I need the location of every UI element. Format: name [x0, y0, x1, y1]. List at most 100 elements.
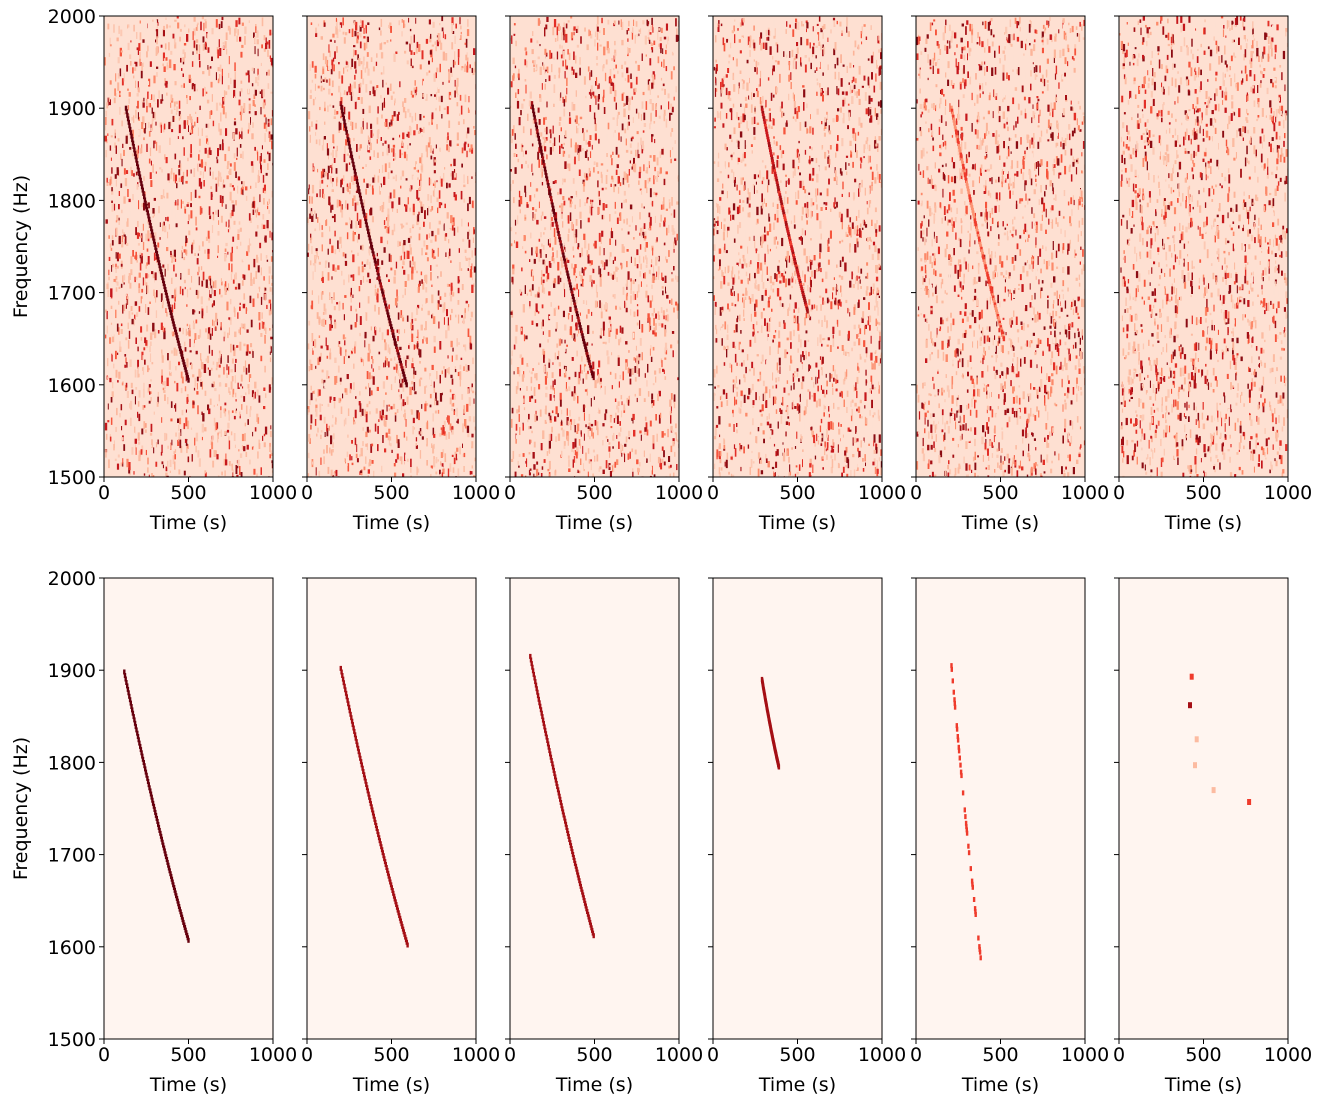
noise-cell: [619, 452, 621, 458]
noise-cell: [473, 411, 476, 416]
noise-cell: [511, 364, 513, 368]
track-cell: [390, 326, 394, 332]
noise-cell: [349, 454, 351, 461]
noise-cell: [250, 272, 252, 281]
noise-cell: [164, 268, 166, 277]
noise-cell: [319, 180, 321, 188]
noise-cell: [365, 411, 368, 414]
noise-cell: [354, 202, 357, 212]
noise-cell: [202, 241, 204, 247]
noise-cell: [408, 17, 410, 23]
noise-cell: [416, 270, 418, 274]
noise-cell: [267, 151, 269, 155]
noise-cell: [109, 243, 112, 248]
noise-cell: [263, 396, 266, 403]
noise-cell: [353, 174, 356, 181]
noise-cell: [307, 452, 310, 459]
noise-cell: [666, 427, 668, 434]
noise-cell: [115, 266, 117, 273]
noise-cell: [237, 382, 240, 389]
noise-cell: [330, 165, 332, 168]
noise-cell: [231, 463, 233, 471]
noise-cell: [365, 258, 367, 262]
noise-cell: [176, 183, 178, 189]
noise-cell: [587, 471, 589, 477]
noise-cell: [386, 389, 388, 396]
noise-cell: [441, 466, 443, 469]
noise-cell: [459, 472, 462, 476]
noise-cell: [121, 120, 123, 127]
noise-cell: [397, 413, 399, 420]
noise-cell: [175, 366, 177, 371]
noise-cell: [376, 139, 378, 144]
noise-cell: [321, 280, 324, 289]
noise-cell: [334, 109, 336, 116]
noise-cell: [399, 225, 402, 230]
noise-cell: [248, 135, 251, 144]
noise-cell: [395, 261, 398, 269]
noise-cell: [652, 325, 654, 334]
noise-cell: [381, 164, 384, 173]
noise-cell: [471, 23, 474, 26]
noise-cell: [166, 65, 169, 70]
noise-cell: [563, 373, 567, 378]
noise-cell: [323, 136, 326, 140]
noise-cell: [215, 422, 218, 431]
noise-cell: [184, 27, 187, 34]
noise-cell: [183, 293, 186, 296]
noise-cell: [665, 286, 667, 294]
noise-cell: [467, 262, 469, 271]
noise-cell: [138, 286, 141, 294]
noise-cell: [149, 112, 151, 117]
noise-cell: [453, 227, 456, 236]
noise-cell: [139, 262, 142, 271]
noise-cell: [166, 377, 169, 387]
noise-cell: [664, 88, 666, 95]
noise-cell: [438, 190, 441, 199]
noise-cell: [310, 89, 312, 94]
noise-cell: [159, 237, 161, 240]
noise-cell: [115, 227, 118, 236]
noise-cell: [220, 326, 222, 331]
noise-cell: [222, 106, 225, 115]
noise-cell: [167, 216, 169, 222]
noise-cell: [165, 466, 168, 472]
track-cell: [178, 343, 181, 349]
noise-cell: [164, 381, 166, 390]
noise-cell: [181, 376, 184, 384]
noise-cell: [605, 204, 608, 208]
noise-cell: [325, 171, 327, 177]
noise-cell: [129, 262, 132, 272]
noise-cell: [156, 290, 158, 298]
noise-cell: [412, 203, 415, 213]
noise-cell: [133, 471, 135, 475]
noise-cell: [268, 309, 271, 316]
track-cell: [355, 179, 359, 184]
noise-cell: [209, 333, 212, 340]
noise-cell: [459, 17, 461, 25]
noise-cell: [157, 330, 160, 334]
noise-cell: [257, 174, 260, 183]
noise-cell: [260, 267, 262, 276]
track-cell: [389, 321, 392, 327]
noise-cell: [369, 387, 371, 397]
noise-cell: [527, 164, 529, 169]
noise-cell: [582, 128, 584, 134]
noise-cell: [226, 165, 228, 175]
noise-cell: [383, 417, 385, 426]
noise-cell: [334, 51, 336, 59]
noise-cell: [360, 425, 362, 435]
noise-cell: [312, 98, 315, 106]
noise-cell: [257, 293, 259, 299]
noise-cell: [219, 74, 221, 82]
noise-cell: [338, 62, 340, 65]
noise-cell: [448, 442, 450, 448]
noise-cell: [326, 59, 329, 67]
noise-cell: [636, 304, 639, 307]
noise-cell: [129, 359, 132, 367]
noise-cell: [358, 233, 360, 240]
noise-cell: [254, 46, 256, 55]
noise-cell: [421, 307, 423, 311]
noise-cell: [436, 180, 438, 183]
noise-cell: [421, 404, 423, 409]
